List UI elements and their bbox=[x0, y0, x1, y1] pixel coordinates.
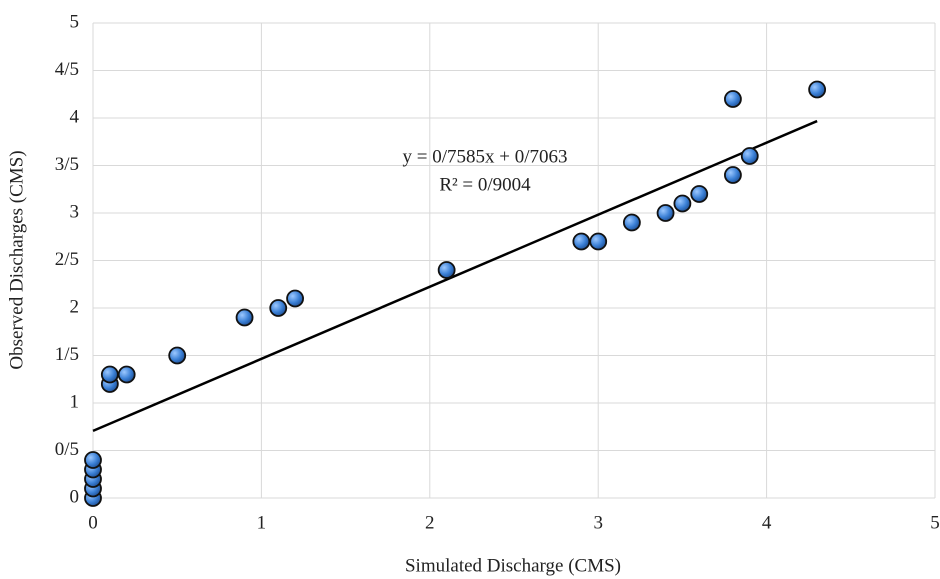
scatter-point bbox=[673, 194, 692, 213]
scatter-point bbox=[84, 451, 102, 469]
scatter-point bbox=[724, 166, 742, 184]
y-tick-label: 3 bbox=[70, 201, 80, 222]
y-tick-label: 4 bbox=[70, 106, 80, 127]
x-tick-label: 2 bbox=[425, 512, 435, 533]
y-axis-label: Observed Discharges (CMS) bbox=[6, 150, 27, 369]
scatter-point bbox=[117, 365, 136, 384]
scatter-point bbox=[286, 289, 304, 308]
y-tick-label: 4/5 bbox=[55, 59, 79, 80]
scatter-point bbox=[269, 299, 288, 317]
trend-equation: y = 0/7585x + 0/7063 bbox=[403, 146, 568, 167]
scatter-point bbox=[437, 261, 456, 279]
y-tick-label: 2 bbox=[70, 296, 80, 317]
y-tick-label: 5 bbox=[70, 11, 80, 32]
scatter-point bbox=[100, 365, 119, 384]
r-squared: R² = 0/9004 bbox=[439, 174, 531, 195]
y-tick-label: 2/5 bbox=[55, 249, 79, 270]
scatter-point bbox=[235, 308, 254, 327]
x-tick-label: 3 bbox=[593, 512, 603, 533]
scatter-point bbox=[656, 204, 675, 222]
x-tick-label: 1 bbox=[257, 512, 267, 533]
y-tick-label: 0/5 bbox=[55, 439, 79, 460]
y-tick-label: 1/5 bbox=[55, 344, 79, 365]
trendline bbox=[92, 119, 818, 433]
x-tick-label: 5 bbox=[930, 512, 940, 533]
scatter-point bbox=[740, 147, 759, 165]
x-axis-label: Simulated Discharge (CMS) bbox=[405, 555, 621, 576]
y-tick-label: 3/5 bbox=[55, 154, 79, 175]
scatter-point bbox=[724, 90, 742, 108]
y-tick-label: 1 bbox=[70, 391, 80, 412]
scatter-point bbox=[808, 80, 827, 99]
x-tick-label: 0 bbox=[88, 512, 98, 533]
scatter-point bbox=[589, 232, 608, 251]
scatter-point bbox=[690, 185, 709, 203]
y-tick-label: 0 bbox=[70, 486, 80, 507]
scatter-point bbox=[622, 213, 641, 232]
scatter-point bbox=[168, 346, 187, 365]
scatter-point bbox=[572, 232, 591, 251]
x-tick-label: 4 bbox=[762, 512, 772, 533]
